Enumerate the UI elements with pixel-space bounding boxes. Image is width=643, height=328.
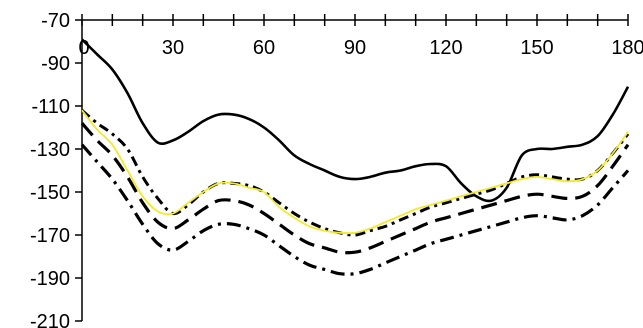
x-tick-label: 90 [344, 37, 366, 59]
x-axis: 0 30 60 90 120 150 180 [78, 14, 643, 59]
y-tick-label: -150 [30, 182, 70, 204]
x-tick-label: 30 [162, 37, 184, 59]
series-line-2 [81, 109, 629, 235]
y-tick-label: -210 [30, 311, 70, 328]
series-lines [80, 38, 630, 276]
y-tick-label: -130 [30, 139, 70, 161]
y-tick-label: -110 [31, 96, 70, 118]
x-tick-label: 0 [78, 37, 89, 59]
x-tick-label: 180 [611, 37, 643, 59]
y-tick-label: -170 [30, 225, 70, 247]
x-tick-label: 120 [429, 37, 462, 59]
y-axis: -70 -90 -110 -130 -150 -170 -190 -210 [30, 10, 83, 328]
y-tick-label: -90 [41, 53, 70, 75]
series-line-4 [80, 122, 630, 255]
x-tick-label: 150 [520, 37, 553, 59]
series-line-1 [81, 38, 630, 203]
x-tick-label: 60 [253, 37, 275, 59]
y-tick-label: -70 [41, 10, 70, 32]
y-tick-label: -190 [30, 268, 70, 290]
series-line-5 [80, 143, 630, 276]
